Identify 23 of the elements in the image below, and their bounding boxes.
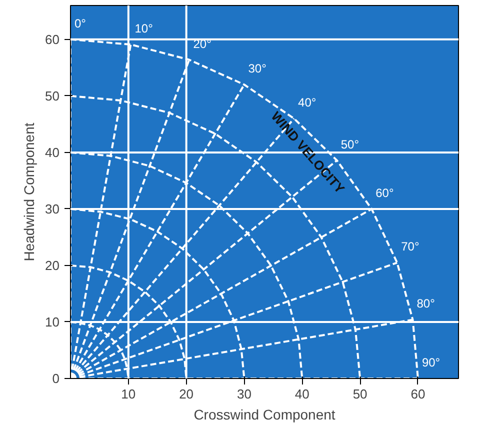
y-axis-title: Headwind Component [21,122,38,262]
x-tick-label: 20 [179,386,194,402]
series-label: 30° [248,62,267,76]
y-tick-label: 20 [45,258,60,273]
x-tick-label: 40 [294,386,310,402]
series-label: 0° [74,16,86,30]
series-label: 80° [416,296,436,311]
series-label: 40° [298,96,316,110]
series-label: 10° [134,21,154,36]
series-label: 90° [422,356,440,370]
y-tick-label: 30 [45,201,60,216]
x-tick-label: 10 [121,386,136,402]
x-axis-title: Crosswind Component [194,406,336,422]
x-tick-label: 50 [352,386,368,402]
y-tick-label: 40 [45,144,60,160]
series-label: 60° [376,186,394,200]
x-tick-label: 30 [237,386,252,402]
series-label: 70° [401,240,420,254]
x-tick-label: 60 [410,386,426,402]
y-tick-label: 10 [45,314,60,330]
y-tick-label: 0 [52,371,60,386]
y-tick-label: 60 [45,32,60,47]
y-tick-label: 50 [45,88,60,104]
